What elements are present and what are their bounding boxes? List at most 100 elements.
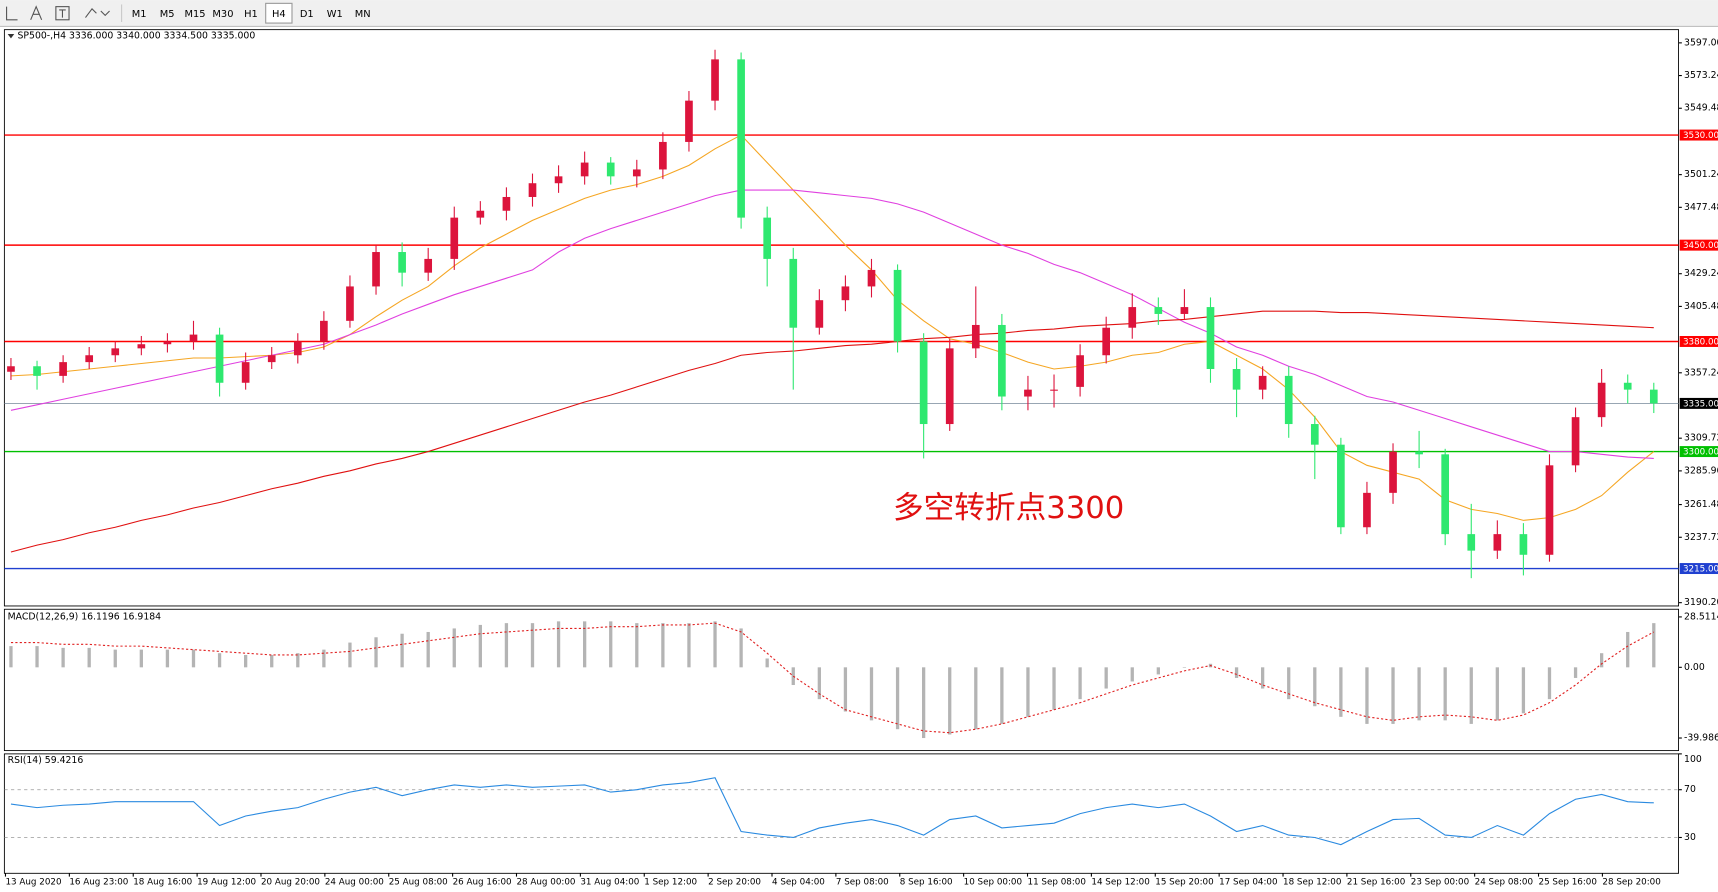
macd-bar xyxy=(244,654,248,668)
rsi-panel xyxy=(3,753,1679,874)
x-tick-label: 10 Sep 00:00 xyxy=(964,878,1022,888)
macd-bar xyxy=(1234,667,1239,678)
x-tick-label: 19 Aug 12:00 xyxy=(197,878,256,888)
candle-body xyxy=(554,176,563,184)
icon-label[interactable] xyxy=(55,6,70,21)
timeframe-button[interactable] xyxy=(126,3,153,24)
timeframe-button[interactable] xyxy=(349,3,376,24)
macd-tick-label: 0.00 xyxy=(1684,662,1705,673)
level-label: 3380.00 xyxy=(1683,338,1718,348)
candle-body xyxy=(241,362,250,383)
candle-body xyxy=(1597,382,1606,418)
candle-body xyxy=(1493,534,1502,551)
timeframe-label: H4 xyxy=(272,9,286,20)
level-label: 3530.00 xyxy=(1683,131,1718,141)
x-tick-label: 25 Aug 08:00 xyxy=(389,878,448,888)
macd-bar xyxy=(583,621,587,668)
x-tick-label: 17 Sep 04:00 xyxy=(1219,878,1277,888)
level-label-box xyxy=(1679,239,1718,251)
x-tick-label: 24 Aug 00:00 xyxy=(325,878,384,888)
candle-body xyxy=(163,341,172,345)
level-label-box xyxy=(1679,397,1718,409)
x-tick-label: 28 Aug 00:00 xyxy=(516,878,575,888)
macd-bar xyxy=(296,653,300,668)
level-label-box xyxy=(1679,129,1718,141)
macd-bar xyxy=(635,623,639,668)
macd-bar xyxy=(35,646,39,668)
rsi-tick-label: 70 xyxy=(1684,784,1696,795)
candle-body xyxy=(137,344,146,349)
y-tick-label: 3261.48 xyxy=(1684,499,1718,510)
candle-body xyxy=(1076,355,1084,387)
macd-bar xyxy=(1000,667,1004,724)
candle-body xyxy=(1232,368,1241,390)
macd-bar xyxy=(765,658,769,668)
candle-body xyxy=(659,141,667,170)
rsi-title: RSI(14) 59.4216 xyxy=(8,755,84,766)
macd-bar xyxy=(1547,667,1552,700)
macd-bar xyxy=(1495,667,1499,721)
candle-body xyxy=(1284,375,1293,425)
candle-body xyxy=(1415,451,1423,455)
macd-bar xyxy=(1573,667,1578,678)
x-tick-label: 16 Aug 23:00 xyxy=(69,878,128,888)
candle-body xyxy=(1571,417,1580,466)
macd-bar xyxy=(974,667,978,730)
macd-bar xyxy=(556,621,561,668)
x-tick-label: 25 Sep 16:00 xyxy=(1539,878,1597,888)
timeframe-button[interactable] xyxy=(265,2,293,24)
timeframe-label: H1 xyxy=(244,9,258,20)
x-tick-label: 18 Sep 12:00 xyxy=(1283,878,1341,888)
icon-text[interactable] xyxy=(30,5,43,20)
macd-bar xyxy=(1469,667,1473,724)
macd-bar xyxy=(1599,653,1604,668)
candle-body xyxy=(685,100,693,142)
x-tick-label: 20 Aug 20:00 xyxy=(261,878,320,888)
candle-body xyxy=(606,162,615,177)
x-tick-label: 18 Aug 16:00 xyxy=(133,878,192,888)
candle-body xyxy=(424,258,433,273)
timeframe-button[interactable] xyxy=(293,3,320,24)
macd-bar xyxy=(400,633,404,668)
timeframe-button[interactable] xyxy=(209,3,237,24)
moving-average xyxy=(10,134,1655,521)
timeframe-button[interactable] xyxy=(237,3,265,24)
candle-body xyxy=(293,341,302,356)
y-tick-label: 3501.24 xyxy=(1684,169,1718,180)
candle-body xyxy=(189,334,198,342)
timeframe-button[interactable] xyxy=(321,3,348,24)
macd-bar xyxy=(1391,667,1395,724)
candle-body xyxy=(763,217,772,259)
candle-body xyxy=(1519,534,1528,555)
macd-bar xyxy=(843,667,848,712)
timeframe-label: M30 xyxy=(212,9,233,20)
candle-body xyxy=(841,286,850,301)
candle-body xyxy=(528,183,537,197)
candle-body xyxy=(1180,307,1189,314)
macd-bar xyxy=(9,646,13,668)
icon-period[interactable] xyxy=(6,6,18,21)
icon-shapes[interactable] xyxy=(85,7,110,18)
candle-body xyxy=(1154,307,1163,314)
macd-bar xyxy=(139,649,143,668)
macd-bar xyxy=(1652,623,1656,668)
rsi-tick-label: 100 xyxy=(1684,754,1702,765)
timeframe-button[interactable] xyxy=(153,3,181,24)
symbol-menu[interactable] xyxy=(7,34,15,39)
macd-bar xyxy=(687,623,691,668)
candle-body xyxy=(998,324,1006,397)
candle-body xyxy=(450,217,459,259)
macd-bar xyxy=(87,647,91,668)
y-tick-label: 3429.24 xyxy=(1684,268,1718,279)
candle-body xyxy=(971,324,980,349)
x-tick-label: 23 Sep 00:00 xyxy=(1411,878,1469,888)
candle-body xyxy=(1467,534,1476,551)
y-tick-label: 3477.48 xyxy=(1684,202,1718,213)
icon-label-t xyxy=(59,9,66,18)
macd-bar xyxy=(374,637,378,668)
chart-title: SP500-,H4 3336.000 3340.000 3334.500 333… xyxy=(18,31,256,42)
candle-body xyxy=(711,59,719,101)
timeframe-button[interactable] xyxy=(181,3,209,24)
toolbar-icons xyxy=(6,4,123,22)
